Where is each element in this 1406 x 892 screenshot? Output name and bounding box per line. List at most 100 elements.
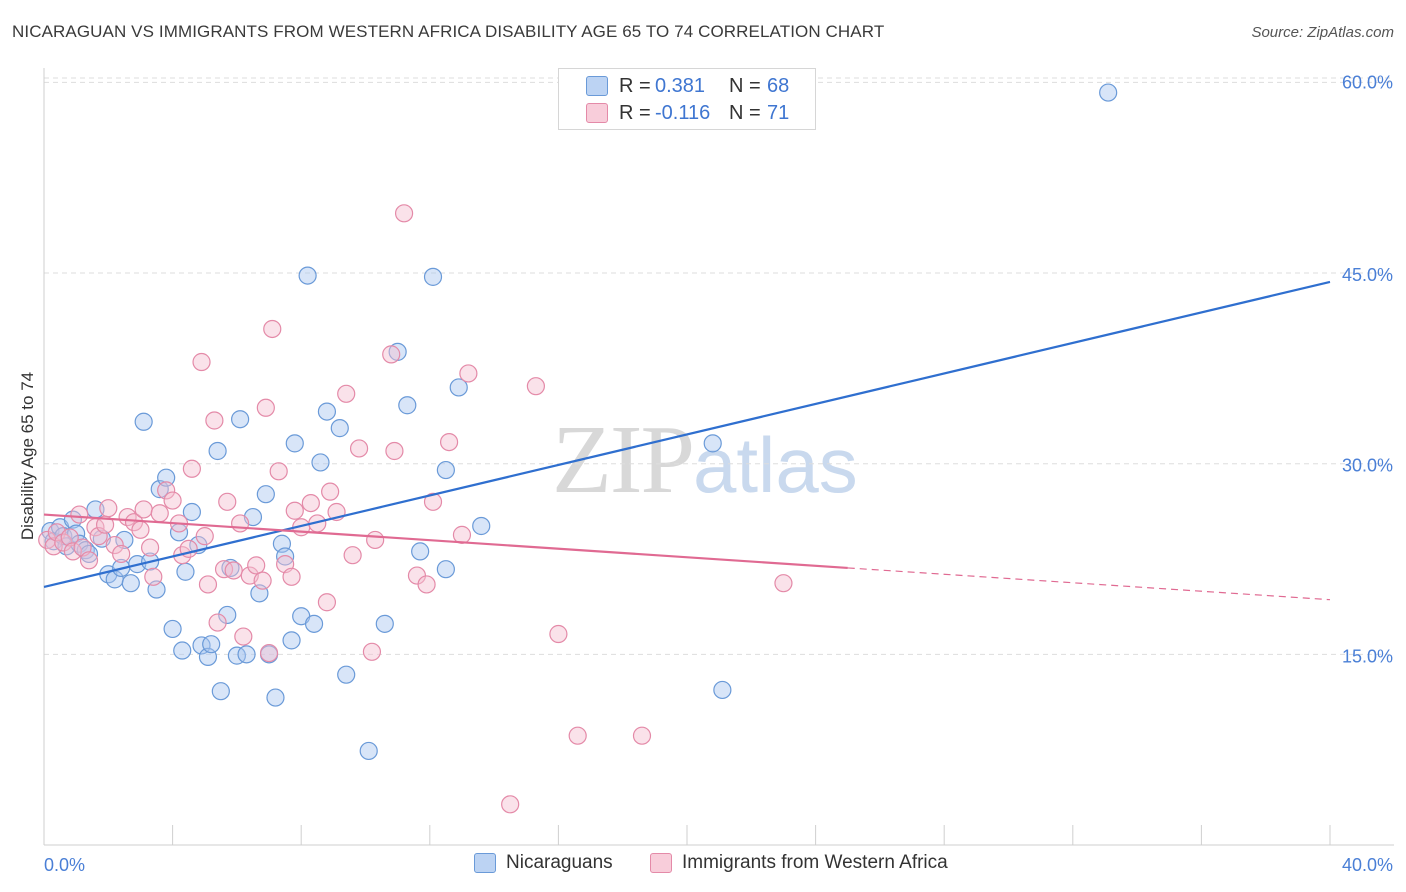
point-western-africa — [362, 642, 382, 661]
point-nicaraguan — [266, 688, 285, 707]
point-nicaraguan — [359, 741, 378, 761]
legend-stats-text: R = -0.116 N = 71 — [619, 102, 789, 125]
point-western-africa — [89, 527, 108, 546]
point-nicaraguan — [337, 665, 356, 684]
legend-stats-text: R = 0.381 N = 68 — [619, 75, 789, 98]
legend-item-nicaraguans: Nicaraguans — [474, 852, 613, 874]
point-western-africa — [150, 504, 169, 523]
point-western-africa — [192, 352, 211, 372]
legend-n-value: 71 — [767, 101, 790, 124]
point-nicaraguan — [317, 402, 337, 421]
point-western-africa — [198, 575, 218, 594]
labels-layer: 15.0% 30.0% 45.0% 60.0% 0.0% 40.0% Disability … — [18, 72, 1393, 875]
legend-series: Nicaraguans Immigrants from Western Afri… — [0, 852, 1406, 878]
point-nicaraguan — [330, 419, 349, 438]
point-western-africa — [163, 491, 182, 510]
point-western-africa — [382, 345, 401, 364]
point-western-africa — [218, 492, 237, 511]
point-western-africa — [70, 505, 89, 524]
point-western-africa — [282, 567, 301, 586]
point-nicaraguan — [192, 636, 211, 655]
point-nicaraguan — [237, 645, 256, 664]
legend-swatch-pink — [586, 103, 608, 123]
point-nicaraguan — [398, 396, 417, 415]
legend-swatch-pink — [650, 853, 672, 873]
point-nicaraguan — [276, 547, 295, 566]
point-western-africa — [269, 462, 288, 481]
point-nicaraguan — [436, 560, 455, 579]
point-western-africa — [459, 364, 478, 383]
x-tick-label: 0.0% — [44, 855, 85, 875]
point-nicaraguan — [282, 631, 301, 650]
legend-r-label: R = — [619, 74, 651, 97]
point-western-africa — [301, 494, 320, 513]
point-nicaraguan — [285, 434, 304, 453]
point-nicaraguan — [202, 635, 221, 654]
axes-layer — [43, 68, 1394, 846]
legend-label: Immigrants from Western Africa — [682, 852, 948, 873]
point-western-africa — [195, 527, 214, 546]
point-western-africa — [99, 499, 118, 518]
point-western-africa — [214, 560, 234, 579]
point-western-africa — [140, 538, 160, 557]
y-axis-label: Disability Age 65 to 74 — [18, 372, 37, 540]
watermark-atlas: atlas — [693, 421, 858, 509]
chart-source: Source: ZipAtlas.com — [1251, 24, 1394, 41]
legend-item-western-africa: Immigrants from Western Africa — [650, 852, 948, 874]
point-nicaraguan — [436, 460, 455, 480]
legend-n-label: N = — [729, 101, 761, 124]
point-western-africa — [131, 520, 150, 539]
point-western-africa — [247, 556, 266, 575]
trend-line-nicaraguans — [43, 280, 1331, 589]
point-nicaraguan — [231, 410, 250, 429]
point-nicaraguan — [150, 480, 169, 499]
point-nicaraguan — [703, 434, 722, 453]
point-western-africa — [417, 575, 436, 594]
y-tick-label: 15.0% — [1342, 646, 1393, 666]
trend-line-western-africa — [847, 567, 1331, 601]
point-nicaraguan — [472, 516, 491, 536]
point-western-africa — [256, 398, 275, 417]
point-western-africa — [231, 514, 250, 533]
point-nicaraguan — [211, 682, 230, 701]
point-western-africa — [321, 482, 340, 501]
point-western-africa — [394, 204, 414, 223]
point-western-africa — [208, 613, 227, 632]
point-nicaraguan — [423, 267, 443, 286]
legend-swatch-blue — [586, 76, 608, 96]
legend-label: Nicaraguans — [506, 852, 613, 873]
y-tick-label: 30.0% — [1342, 456, 1393, 476]
point-western-africa — [60, 528, 79, 547]
point-nicaraguan — [176, 562, 195, 581]
point-western-africa — [526, 377, 545, 396]
trend-line-western-africa — [43, 513, 848, 570]
point-western-africa — [423, 492, 443, 511]
point-nicaraguan — [375, 614, 394, 633]
point-western-africa — [337, 384, 356, 403]
point-western-africa — [568, 726, 587, 745]
point-nicaraguan — [1099, 83, 1118, 102]
points-layer — [38, 83, 1118, 814]
point-western-africa — [285, 501, 304, 520]
point-western-africa — [205, 411, 224, 430]
point-nicaraguan — [218, 605, 237, 625]
y-tick-label: 45.0% — [1342, 265, 1393, 285]
point-nicaraguan — [304, 614, 324, 633]
point-nicaraguan — [157, 468, 176, 487]
point-western-africa — [79, 551, 99, 570]
legend-n-label: N = — [729, 74, 761, 97]
point-nicaraguan — [134, 412, 153, 431]
legend-n-value: 68 — [767, 74, 790, 97]
point-western-africa — [343, 546, 362, 565]
point-nicaraguan — [163, 619, 182, 639]
point-western-africa — [349, 439, 369, 458]
point-nicaraguan — [256, 485, 275, 504]
x-tick-label: 40.0% — [1342, 855, 1393, 875]
legend-r-value: -0.116 — [655, 101, 711, 124]
point-nicaraguan — [173, 641, 192, 660]
point-western-africa — [44, 537, 63, 556]
point-western-africa — [632, 726, 652, 745]
point-nicaraguan — [311, 453, 330, 472]
point-western-africa — [157, 481, 176, 500]
point-nicaraguan — [298, 266, 317, 285]
